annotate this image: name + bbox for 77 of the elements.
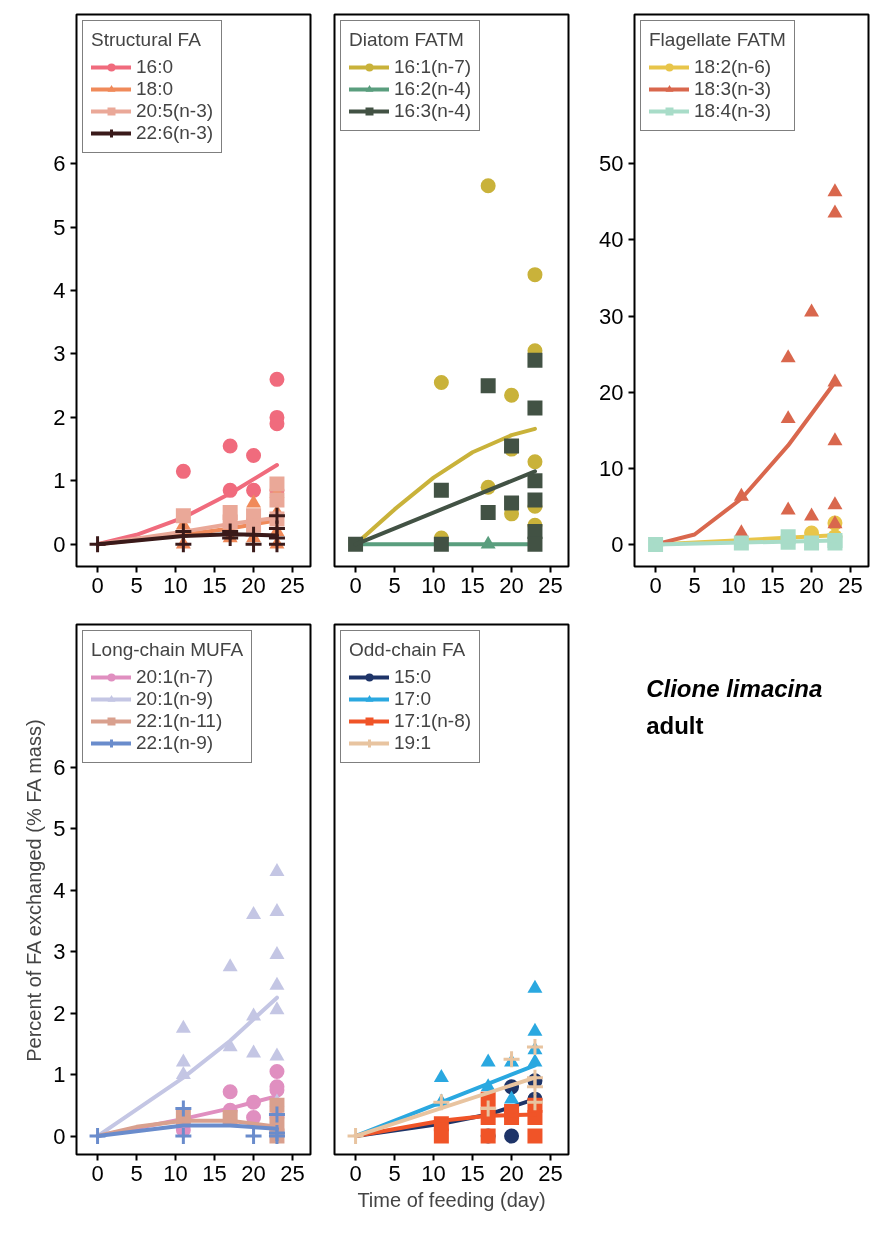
legend-label: 18:2(n-6)	[694, 56, 772, 78]
y-tick-label: 3	[53, 341, 66, 367]
x-axis-title: Time of feeding (day)	[357, 1188, 546, 1211]
legend-label: 22:6(n-3)	[136, 122, 214, 144]
x-tick-label: 0	[91, 572, 104, 598]
legend-title: Odd-chain FA	[349, 639, 467, 661]
x-tick-label: 15	[202, 572, 227, 598]
y-tick-label: 6	[53, 151, 66, 177]
legend-label: 18:4(n-3)	[694, 100, 772, 122]
legend-label: 20:5(n-3)	[136, 100, 214, 122]
x-tick-label: 10	[421, 1160, 446, 1186]
x-tick-label: 10	[163, 572, 188, 598]
x-tick-label: 5	[130, 1160, 143, 1186]
y-tick-label: 1	[53, 1062, 66, 1088]
x-tick-label: 25	[280, 572, 305, 598]
x-tick-label: 25	[280, 1160, 305, 1186]
legend-label: 15:0	[394, 666, 431, 688]
x-tick-label: 0	[349, 1160, 362, 1186]
x-tick-label: 0	[649, 572, 662, 598]
legend-title: Structural FA	[91, 29, 202, 51]
y-tick-label: 3	[53, 939, 66, 965]
y-tick-label: 5	[53, 214, 66, 240]
text: Clione limacina	[646, 674, 823, 702]
legend-label: 22:1(n-11)	[136, 710, 223, 732]
legend-label: 17:0	[394, 688, 431, 710]
y-tick-label: 2	[53, 404, 66, 430]
y-tick-label: 30	[599, 303, 624, 329]
x-tick-label: 5	[130, 572, 143, 598]
y-tick-label: 4	[53, 278, 66, 303]
legend-label: 18:0	[136, 78, 173, 100]
x-tick-label: 10	[421, 572, 446, 598]
y-tick-label: 1	[53, 468, 66, 494]
x-tick-label: 0	[91, 1160, 104, 1186]
x-tick-label: 0	[349, 572, 362, 598]
x-tick-label: 20	[241, 1160, 266, 1186]
x-tick-label: 10	[163, 1160, 188, 1186]
x-tick-label: 20	[499, 572, 524, 598]
x-tick-label: 25	[838, 572, 863, 598]
legend-label: 16:2(n-4)	[394, 78, 472, 100]
x-tick-label: 20	[499, 1160, 524, 1186]
x-tick-label: 25	[538, 572, 563, 598]
y-tick-label: 6	[53, 754, 66, 780]
x-tick-label: 20	[799, 572, 824, 598]
y-tick-label: 10	[599, 455, 624, 481]
y-tick-label: 0	[53, 1123, 66, 1149]
x-tick-label: 15	[460, 572, 485, 598]
x-tick-label: 5	[388, 1160, 401, 1186]
y-tick-label: 20	[599, 379, 624, 405]
x-tick-label: 5	[688, 572, 701, 598]
x-tick-label: 25	[538, 1160, 563, 1186]
y-tick-label: 40	[599, 227, 624, 253]
legend-title: Diatom FATM	[349, 29, 465, 51]
y-tick-label: 2	[53, 1000, 66, 1026]
y-tick-label: 4	[53, 877, 66, 903]
y-axis-title: Percent of FA exchanged (% FA mass)	[23, 719, 46, 1062]
y-tick-label: 0	[611, 531, 624, 557]
legend-title: Flagellate FATM	[649, 29, 786, 51]
text: adult	[646, 711, 704, 739]
legend-label: 19:1	[394, 732, 431, 754]
legend-label: 18:3(n-3)	[694, 78, 772, 100]
legend-label: 20:1(n-9)	[136, 688, 214, 710]
y-tick-label: 5	[53, 816, 66, 842]
x-tick-label: 20	[241, 572, 266, 598]
x-tick-label: 10	[721, 572, 746, 598]
x-tick-label: 15	[760, 572, 785, 598]
legend-label: 17:1(n-8)	[394, 710, 472, 732]
y-tick-label: 50	[599, 151, 624, 177]
legend-label: 16:1(n-7)	[394, 56, 472, 78]
legend-label: 16:3(n-4)	[394, 100, 472, 122]
y-tick-label: 0	[53, 531, 66, 557]
legend-label: 16:0	[136, 56, 173, 78]
legend-label: 20:1(n-7)	[136, 666, 214, 688]
x-tick-label: 5	[388, 572, 401, 598]
x-tick-label: 15	[202, 1160, 227, 1186]
legend-title: Long-chain MUFA	[91, 639, 244, 661]
legend-label: 22:1(n-9)	[136, 732, 214, 754]
x-tick-label: 15	[460, 1160, 485, 1186]
